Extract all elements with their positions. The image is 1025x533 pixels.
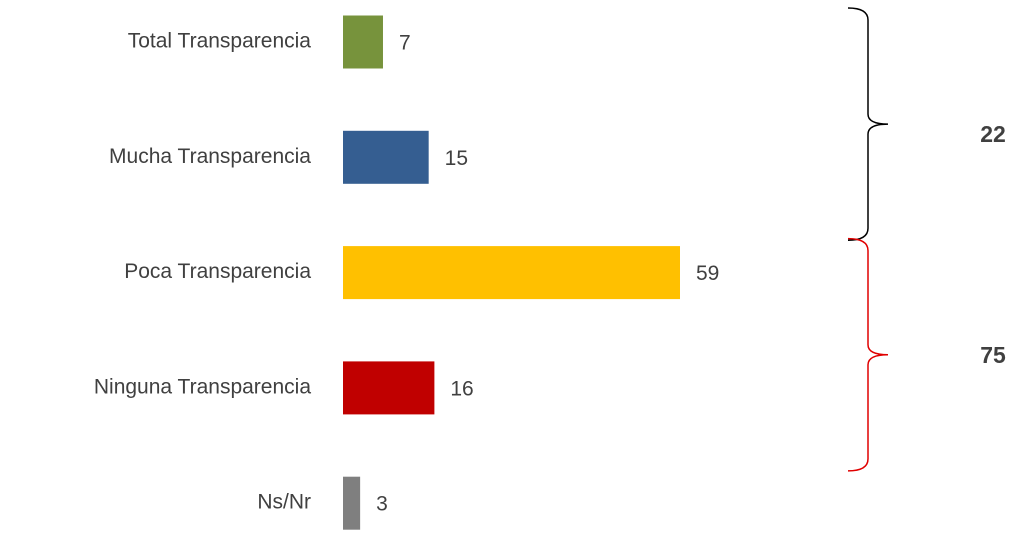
bracket bbox=[847, 237, 889, 472]
category-label: Poca Transparencia bbox=[124, 260, 311, 283]
category-label: Mucha Transparencia bbox=[109, 145, 311, 168]
value-label: 15 bbox=[445, 147, 468, 170]
bar bbox=[343, 15, 383, 69]
bar bbox=[343, 130, 429, 184]
category-label: Ninguna Transparencia bbox=[94, 375, 311, 398]
value-label: 59 bbox=[696, 262, 719, 285]
group-total: 22 bbox=[980, 121, 1006, 147]
category-label: Ns/Nr bbox=[257, 491, 311, 514]
value-label: 7 bbox=[399, 32, 411, 55]
bracket bbox=[847, 7, 889, 242]
category-label: Total Transparencia bbox=[128, 30, 312, 53]
bar bbox=[343, 476, 361, 530]
bar bbox=[343, 361, 435, 415]
value-label: 3 bbox=[376, 493, 388, 516]
value-label: 16 bbox=[450, 377, 473, 400]
group-total: 75 bbox=[980, 342, 1006, 368]
bar bbox=[343, 246, 680, 300]
